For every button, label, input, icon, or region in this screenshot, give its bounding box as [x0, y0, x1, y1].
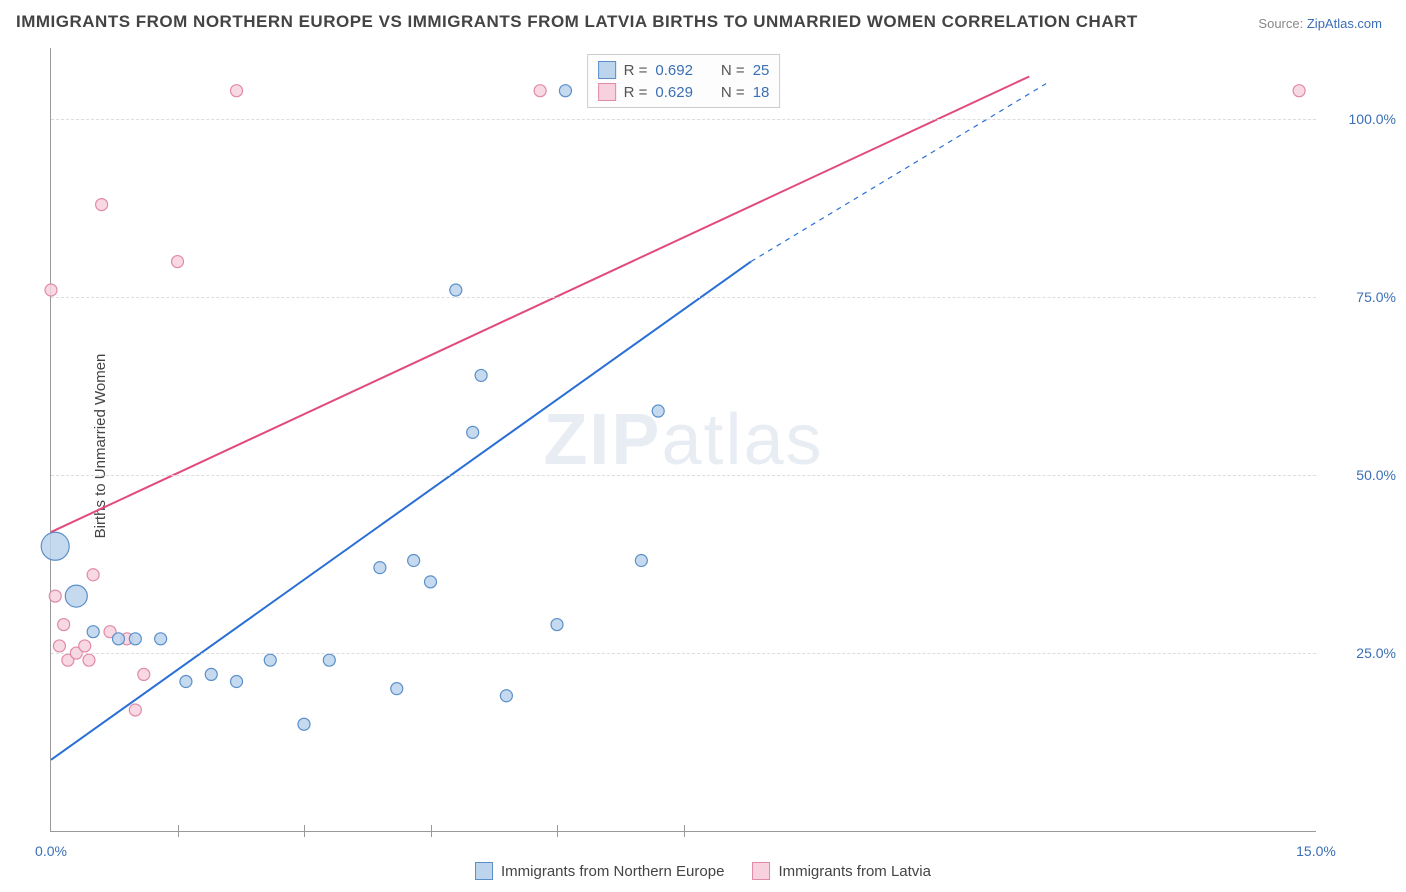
data-point: [475, 369, 487, 381]
data-point: [112, 633, 124, 645]
data-point: [129, 633, 141, 645]
chart-title: IMMIGRANTS FROM NORTHERN EUROPE VS IMMIG…: [16, 12, 1138, 32]
data-point: [231, 676, 243, 688]
x-tick-mark: [178, 825, 179, 837]
data-point: [172, 256, 184, 268]
legend-item: Immigrants from Northern Europe: [475, 862, 724, 880]
x-tick-label: 0.0%: [35, 843, 67, 859]
r-value: 0.692: [655, 62, 693, 79]
series-legend: Immigrants from Northern Europe Immigran…: [475, 862, 931, 880]
data-point: [652, 405, 664, 417]
x-tick-mark: [684, 825, 685, 837]
data-point: [264, 654, 276, 666]
r-value: 0.629: [655, 84, 693, 101]
trend-line-extrapolated: [751, 84, 1046, 262]
plot-svg: [51, 48, 1316, 831]
data-point: [391, 683, 403, 695]
legend-item: Immigrants from Latvia: [752, 862, 931, 880]
data-point: [45, 284, 57, 296]
data-point: [425, 576, 437, 588]
data-point: [180, 676, 192, 688]
data-point: [408, 555, 420, 567]
data-point: [298, 718, 310, 730]
n-value: 18: [753, 84, 770, 101]
data-point: [551, 619, 563, 631]
trend-line: [51, 76, 1029, 532]
legend-row: R = 0.692 N = 25: [598, 59, 770, 81]
gridline: [51, 653, 1316, 654]
data-point: [1293, 85, 1305, 97]
gridline: [51, 297, 1316, 298]
legend-swatch: [752, 862, 770, 880]
data-point: [87, 626, 99, 638]
legend-label: Immigrants from Northern Europe: [501, 863, 724, 880]
data-point: [65, 585, 87, 607]
plot-region: ZIPatlas R = 0.692 N = 25 R = 0.629 N = …: [50, 48, 1316, 832]
legend-row: R = 0.629 N = 18: [598, 81, 770, 103]
x-tick-mark: [431, 825, 432, 837]
gridline: [51, 119, 1316, 120]
data-point: [96, 199, 108, 211]
source-label: Source:: [1258, 16, 1303, 31]
source-link[interactable]: ZipAtlas.com: [1307, 16, 1382, 31]
y-tick-label: 100.0%: [1326, 111, 1396, 127]
y-tick-label: 25.0%: [1326, 645, 1396, 661]
gridline: [51, 475, 1316, 476]
data-point: [155, 633, 167, 645]
n-label: N =: [721, 84, 745, 101]
chart-area: ZIPatlas R = 0.692 N = 25 R = 0.629 N = …: [50, 48, 1316, 832]
legend-swatch: [475, 862, 493, 880]
data-point: [374, 562, 386, 574]
n-label: N =: [721, 62, 745, 79]
data-point: [49, 590, 61, 602]
x-tick-mark: [304, 825, 305, 837]
source-attribution: Source: ZipAtlas.com: [1258, 16, 1382, 31]
data-point: [87, 569, 99, 581]
legend-swatch: [598, 83, 616, 101]
data-point: [231, 85, 243, 97]
data-point: [323, 654, 335, 666]
data-point: [58, 619, 70, 631]
correlation-legend: R = 0.692 N = 25 R = 0.629 N = 18: [587, 54, 781, 108]
x-tick-label: 15.0%: [1296, 843, 1336, 859]
y-tick-label: 75.0%: [1326, 289, 1396, 305]
data-point: [129, 704, 141, 716]
r-label: R =: [624, 62, 648, 79]
data-point: [138, 668, 150, 680]
data-point: [41, 532, 69, 560]
y-tick-label: 50.0%: [1326, 467, 1396, 483]
data-point: [635, 555, 647, 567]
data-point: [559, 85, 571, 97]
legend-swatch: [598, 61, 616, 79]
data-point: [83, 654, 95, 666]
data-point: [500, 690, 512, 702]
r-label: R =: [624, 84, 648, 101]
data-point: [53, 640, 65, 652]
x-tick-mark: [557, 825, 558, 837]
data-point: [79, 640, 91, 652]
data-point: [467, 426, 479, 438]
data-point: [205, 668, 217, 680]
legend-label: Immigrants from Latvia: [778, 863, 931, 880]
n-value: 25: [753, 62, 770, 79]
data-point: [534, 85, 546, 97]
data-point: [450, 284, 462, 296]
